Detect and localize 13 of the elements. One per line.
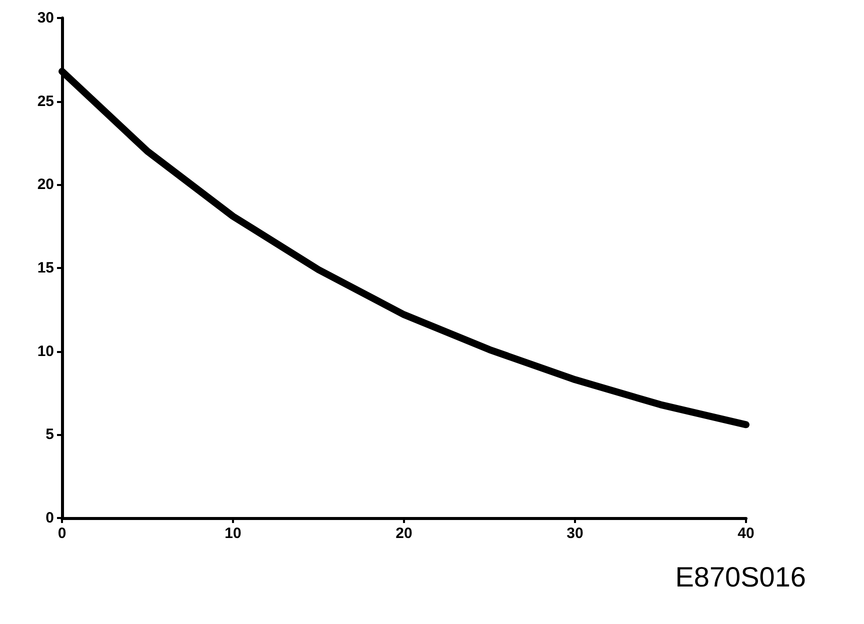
text: E870S016 (675, 562, 806, 592)
x-tick-label: 30 (566, 525, 584, 542)
y-tick-label: 10 (37, 342, 54, 360)
x-tick-label: 20 (396, 525, 412, 542)
y-tick-label: 15 (37, 260, 54, 276)
y-tick-label: 0 (46, 510, 54, 526)
x-tick-label: 10 (224, 525, 242, 542)
x-tick-label: 40 (738, 525, 754, 542)
y-tick-label: 5 (46, 426, 54, 444)
y-tick-label: 30 (37, 10, 54, 26)
y-tick-label: 20 (37, 176, 54, 194)
y-tick-label: 25 (37, 92, 54, 110)
x-tick-label: 0 (58, 525, 66, 542)
